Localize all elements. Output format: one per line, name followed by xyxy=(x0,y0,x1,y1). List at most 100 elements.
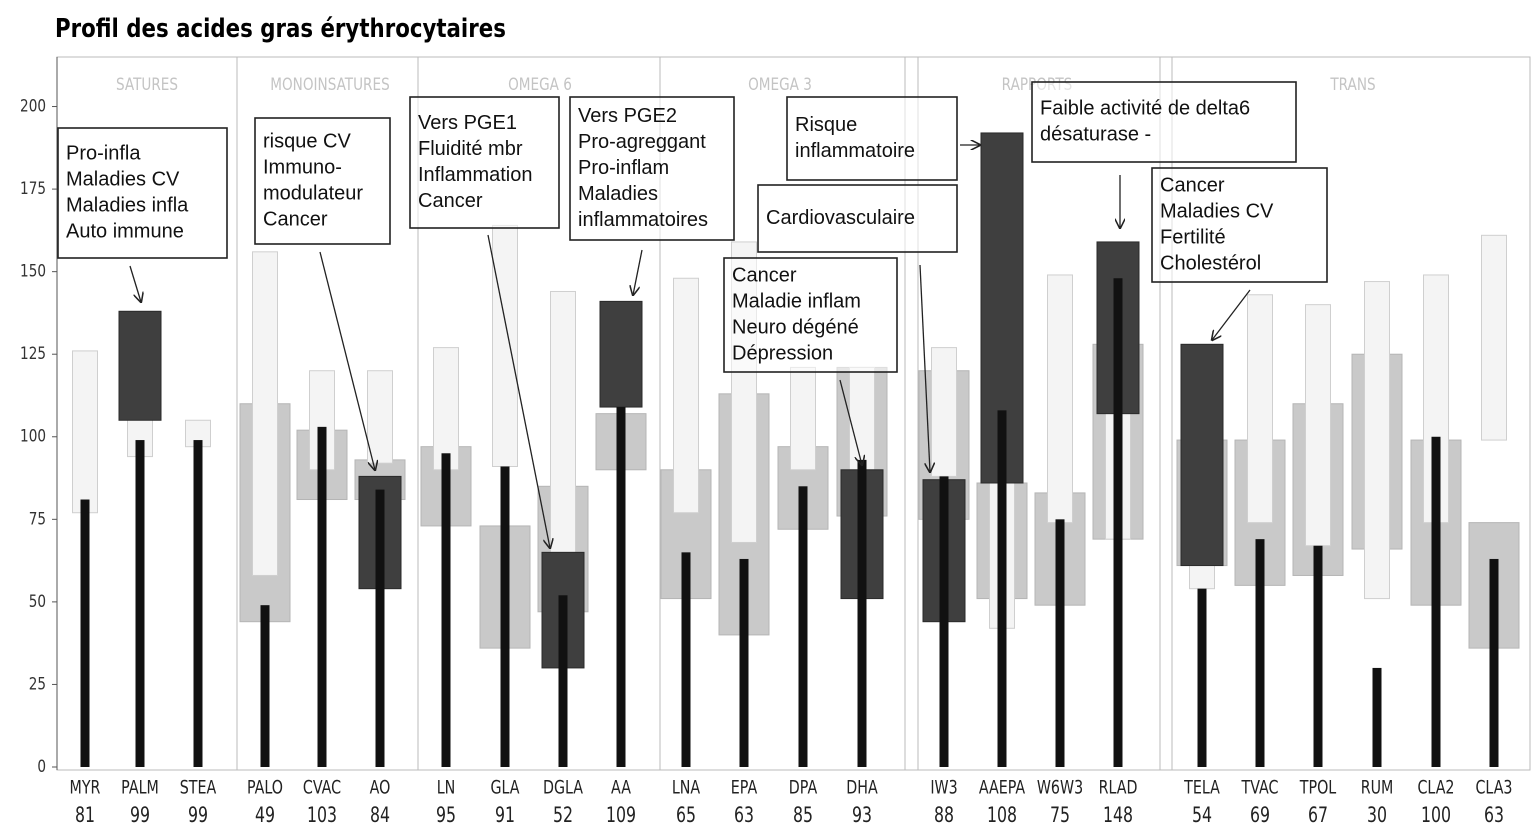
annotation-text: Fluidité mbr xyxy=(418,138,523,160)
annotation-text: désaturase - xyxy=(1040,123,1151,145)
arrow xyxy=(129,265,141,302)
value-bar xyxy=(558,595,568,767)
value-label: 30 xyxy=(1367,804,1387,828)
value-label: 100 xyxy=(1421,804,1451,828)
value-bar xyxy=(135,440,145,767)
value-label: 99 xyxy=(188,804,208,828)
annotation-text: Dépression xyxy=(732,342,833,364)
value-label: 91 xyxy=(495,804,515,828)
category-label: CLA2 xyxy=(1417,776,1454,799)
annotation-text: Maladie inflam xyxy=(732,290,861,312)
reference-range-light xyxy=(492,224,518,467)
arrow xyxy=(839,379,862,465)
category-label: CLA3 xyxy=(1475,776,1512,799)
y-tick-label: 25 xyxy=(29,674,46,694)
patient-range xyxy=(1180,343,1224,567)
group-label: TRANS xyxy=(1329,75,1375,95)
annotation-text: Inflammation xyxy=(418,164,533,186)
value-bar xyxy=(1055,519,1065,767)
value-bar xyxy=(441,453,451,767)
value-label: 95 xyxy=(436,804,456,828)
category-label: GLA xyxy=(490,776,519,799)
annotation-text: Maladies infla xyxy=(66,194,189,216)
annotation-box xyxy=(1031,81,1297,163)
annotation-text: Cancer xyxy=(418,190,483,212)
reference-range-light xyxy=(1481,234,1507,441)
annotation-text: Vers PGE1 xyxy=(418,112,517,134)
reference-range-light xyxy=(1305,304,1331,547)
value-label: 52 xyxy=(553,804,573,828)
annotation-text: Risque xyxy=(795,114,857,136)
category-label: MYR xyxy=(70,776,101,799)
value-bar xyxy=(1372,667,1382,767)
annotation-text: Maladies xyxy=(578,183,658,205)
reference-range-light xyxy=(1364,281,1390,600)
reference-range-light xyxy=(931,347,957,477)
annotation-box xyxy=(57,127,228,259)
category-label: AAEPA xyxy=(979,776,1026,799)
annotation-text: Cancer xyxy=(732,264,797,286)
reference-range-light xyxy=(790,366,816,471)
annotation-text: inflammatoires xyxy=(578,209,708,231)
arrow xyxy=(319,251,375,470)
reference-range-light xyxy=(1047,274,1073,524)
reference-range-light xyxy=(252,251,278,576)
value-label: 63 xyxy=(734,804,754,828)
category-label: STEA xyxy=(180,776,217,799)
value-label: 69 xyxy=(1250,804,1270,828)
group-label: SATURES xyxy=(116,75,178,95)
value-bar xyxy=(260,605,270,767)
annotation-text: Faible activité de delta6 xyxy=(1040,97,1250,119)
category-label: AA xyxy=(611,776,631,799)
value-bar xyxy=(681,552,691,767)
value-label: 49 xyxy=(255,804,275,828)
value-label: 84 xyxy=(370,804,390,828)
category-label: RUM xyxy=(1361,776,1394,799)
arrow xyxy=(919,264,930,472)
annotation-box xyxy=(569,96,735,241)
reference-range-light xyxy=(550,290,576,583)
value-bar xyxy=(1313,545,1323,767)
category-label: TPOL xyxy=(1299,776,1337,799)
reference-range-light xyxy=(1423,274,1449,524)
y-tick-label: 0 xyxy=(37,757,46,777)
value-bar xyxy=(997,410,1007,767)
annotation-text: Pro-agreggant xyxy=(578,131,706,153)
value-label: 88 xyxy=(934,804,954,828)
value-bar xyxy=(317,426,327,767)
annotation-text: Maladies CV xyxy=(1160,200,1274,222)
value-bar xyxy=(1197,588,1207,767)
value-bar xyxy=(193,440,203,767)
value-label: 63 xyxy=(1484,804,1504,828)
annotation-box xyxy=(786,96,958,181)
value-bar xyxy=(616,407,626,767)
patient-range xyxy=(599,300,643,408)
patient-range xyxy=(118,310,162,421)
y-tick-label: 150 xyxy=(20,261,46,281)
annotation-box xyxy=(757,184,958,253)
value-label: 93 xyxy=(852,804,872,828)
annotation-text: modulateur xyxy=(263,182,363,204)
value-label: 81 xyxy=(75,804,95,828)
annotation-text: Pro-infla xyxy=(66,142,141,164)
arrow xyxy=(487,234,550,548)
annotation-text: Cancer xyxy=(1160,174,1225,196)
annotation-text: Neuro dégéné xyxy=(732,316,859,338)
annotation-text: Cholestérol xyxy=(1160,252,1261,274)
category-label: PALM xyxy=(121,776,159,799)
value-bar xyxy=(739,558,749,767)
y-tick-label: 125 xyxy=(20,344,46,364)
annotation-box xyxy=(409,96,560,229)
category-label: RLAD xyxy=(1099,776,1138,799)
category-label: DPA xyxy=(789,776,818,799)
category-label: TVAC xyxy=(1241,776,1279,799)
annotation-text: Vers PGE2 xyxy=(578,105,677,127)
annotation-text: Auto immune xyxy=(66,220,184,242)
category-label: PALO xyxy=(247,776,283,799)
annotation-text: inflammatoire xyxy=(795,140,915,162)
reference-range-light xyxy=(72,350,98,514)
reference-range-light xyxy=(433,347,459,471)
y-tick-label: 200 xyxy=(20,96,46,116)
annotation-text: Maladies CV xyxy=(66,168,180,190)
value-label: 67 xyxy=(1308,804,1328,828)
